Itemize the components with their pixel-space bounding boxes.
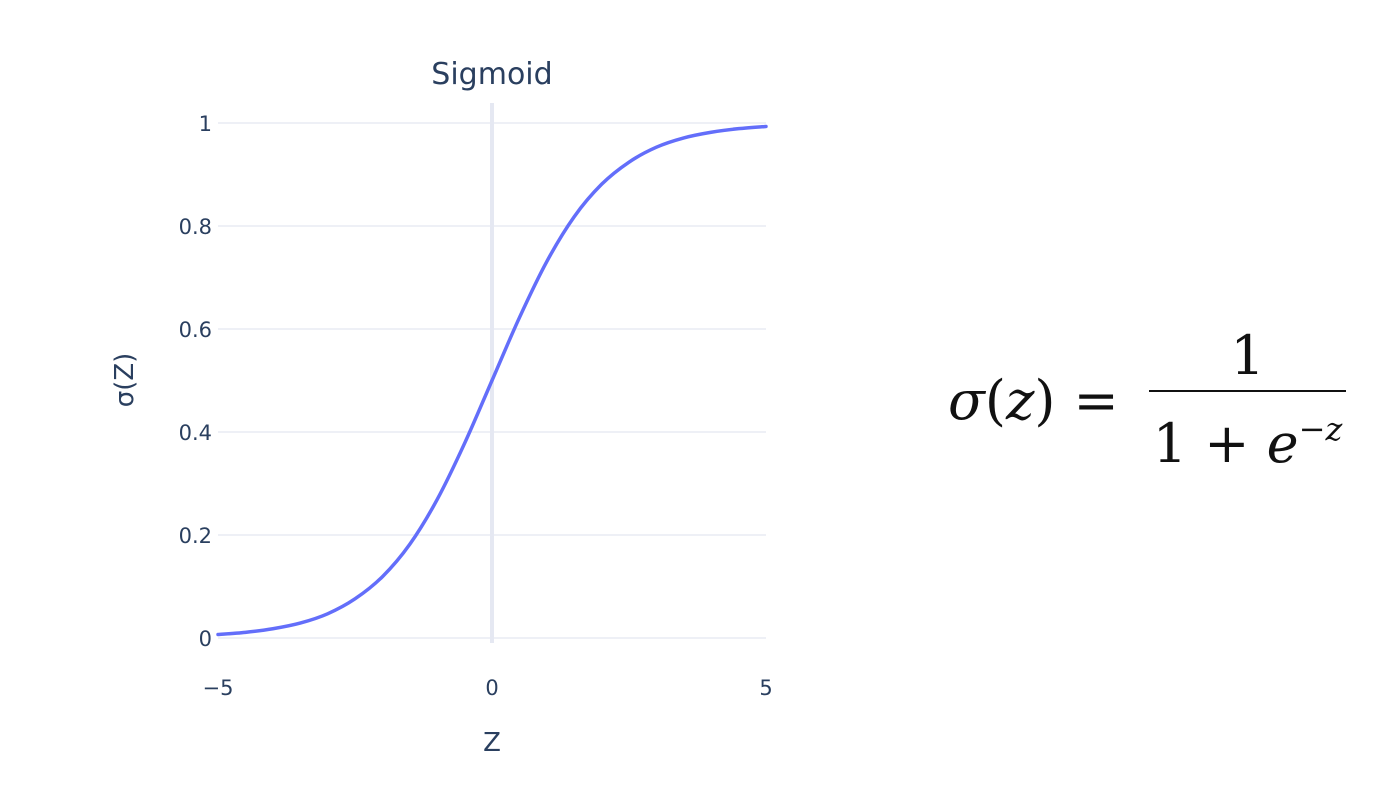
y-tick-label: 0 <box>199 627 212 651</box>
x-tick-label: 5 <box>759 676 772 700</box>
formula-e: e <box>1266 411 1299 475</box>
chart-title: Sigmoid <box>431 57 552 92</box>
x-tick-label: 0 <box>485 676 498 700</box>
x-axis-title: Z <box>483 728 501 758</box>
line-layer <box>216 124 768 637</box>
y-tick-label: 0.8 <box>179 215 212 239</box>
formula-denominator-base: 1 + <box>1152 411 1267 475</box>
formula-close-paren: ) <box>1034 368 1056 432</box>
sigmoid-series-line <box>216 124 768 637</box>
label-layer: 0 0.2 0.4 0.6 0.8 1 −5 0 5 <box>179 112 773 700</box>
grid-layer <box>218 103 766 643</box>
formula-open-paren: ( <box>984 368 1006 432</box>
y-axis-title: σ(Z) <box>110 353 140 408</box>
y-tick-label: 0.2 <box>179 524 212 548</box>
formula-exponent: −z <box>1298 409 1343 448</box>
formula-fraction-bar <box>1148 389 1347 392</box>
formula-sigma: σ <box>948 368 985 432</box>
formula-equals: = <box>1073 368 1119 432</box>
sigmoid-chart: 0 0.2 0.4 0.6 0.8 1 −5 0 5 Sigmoid Z σ(Z) <box>110 57 773 758</box>
formula-variable: z <box>1005 368 1035 432</box>
y-tick-label: 0.4 <box>179 421 212 445</box>
sigmoid-formula: σ(z) = 1 1 + e−z <box>948 325 1368 474</box>
x-tick-label: −5 <box>203 676 234 700</box>
formula-denominator: 1 + e−z <box>1149 398 1347 475</box>
formula-fraction: 1 1 + e−z <box>1148 323 1347 475</box>
y-tick-label: 1 <box>199 112 212 136</box>
formula-lhs: σ(z) <box>948 369 1055 432</box>
y-tick-label: 0.6 <box>179 318 212 342</box>
formula-numerator: 1 <box>1230 323 1265 387</box>
